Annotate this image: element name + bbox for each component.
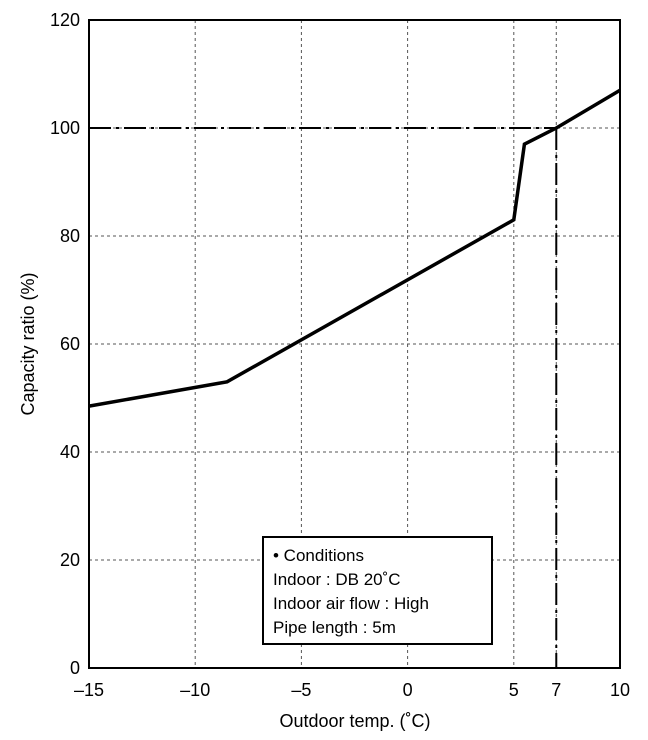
y-tick-label: 80 (60, 226, 80, 246)
conditions-box: • Conditions Indoor : DB 20˚C Indoor air… (262, 536, 493, 645)
y-axis-label: Capacity ratio (%) (18, 272, 38, 415)
y-tick-label: 20 (60, 550, 80, 570)
conditions-line: Indoor air flow : High (273, 594, 429, 613)
series-line (88, 88, 621, 408)
conditions-box-frame (262, 536, 493, 645)
reference-lines (89, 127, 558, 668)
y-tick-labels: 0 20 40 60 80 100 120 (50, 10, 80, 678)
conditions-line: • Conditions (273, 546, 364, 565)
y-tick-label: 0 (70, 658, 80, 678)
x-tick-label: 0 (403, 680, 413, 700)
x-tick-label: –10 (180, 680, 210, 700)
conditions-line: Pipe length : 5m (273, 618, 396, 637)
y-tick-label: 60 (60, 334, 80, 354)
series-lines (88, 88, 621, 408)
plot-frame (88, 19, 621, 669)
x-tick-labels: –15 –10 –5 0 5 7 10 (74, 680, 630, 700)
x-tick-label: 5 (509, 680, 519, 700)
y-tick-label: 40 (60, 442, 80, 462)
x-tick-label: 7 (551, 680, 561, 700)
x-tick-label: –15 (74, 680, 104, 700)
conditions-line: Indoor : DB 20˚C (273, 570, 401, 589)
x-axis-label: Outdoor temp. (˚C) (279, 711, 430, 731)
y-tick-label: 100 (50, 118, 80, 138)
x-tick-label: –5 (291, 680, 311, 700)
y-tick-label: 120 (50, 10, 80, 30)
x-tick-label: 10 (610, 680, 630, 700)
